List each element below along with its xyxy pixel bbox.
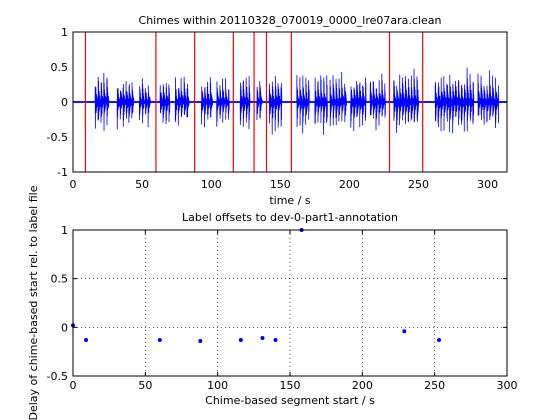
offset-axes-frame: [72, 229, 508, 377]
waveform-x-tick-label: 0: [70, 178, 77, 191]
chime-markers: [84, 32, 424, 172]
offset-y-tick-label: 0.5: [51, 273, 69, 286]
offset-x-tick-label: 250: [424, 379, 445, 392]
waveform-y-tick-label: -1: [57, 166, 68, 179]
offset-x-tick-label: 150: [280, 379, 301, 392]
waveform-plot-title: Chimes within 20110328_070019_0000_lre07…: [139, 14, 442, 27]
offset-plot: Label offsets to dev-0-part1-annotation …: [27, 185, 518, 420]
offset-point: [260, 336, 265, 341]
waveform-x-tick-label: 250: [408, 178, 429, 191]
waveform-series: [73, 67, 507, 136]
waveform-y-tick-label: 0.5: [51, 61, 69, 74]
waveform-y-tick-label: -0.5: [47, 131, 68, 144]
waveform-plot: Chimes within 20110328_070019_0000_lre07…: [47, 14, 508, 207]
waveform-x-tick-label: 200: [339, 178, 360, 191]
waveform-axes-frame: [72, 31, 508, 173]
waveform-x-tick-label: 300: [477, 178, 498, 191]
offset-y-ticks: -0.5 0 0.5 1: [47, 224, 507, 383]
waveform-y-tick-label: 0: [61, 96, 68, 109]
waveform-x-axis-label: time / s: [269, 194, 311, 207]
offset-point: [84, 337, 89, 342]
waveform-x-tick-label: 100: [201, 178, 222, 191]
offset-x-axis-label: Chime-based segment start / s: [205, 394, 375, 407]
offset-point: [402, 329, 407, 334]
waveform-line: [73, 67, 507, 136]
offset-grid: [73, 230, 507, 376]
offset-x-tick-label: 50: [138, 379, 152, 392]
offset-x-tick-label: 200: [352, 379, 373, 392]
offset-point: [157, 337, 162, 342]
offset-y-tick-label: 1: [61, 224, 68, 237]
offset-plot-title: Label offsets to dev-0-part1-annotation: [182, 211, 398, 224]
offset-x-tick-label: 0: [70, 379, 77, 392]
offset-x-tick-label: 100: [207, 379, 228, 392]
offset-y-tick-label: -0.5: [47, 370, 68, 383]
offset-point: [238, 337, 243, 342]
offset-point: [437, 337, 442, 342]
waveform-x-tick-label: 50: [135, 178, 149, 191]
offset-y-axis-label: Delay of chime-based start rel. to label…: [27, 185, 40, 420]
waveform-x-ticks: 0 50 100 150 200 250 300: [70, 32, 498, 191]
offset-point: [273, 337, 278, 342]
offset-point: [198, 338, 203, 343]
waveform-x-tick-label: 150: [270, 178, 291, 191]
offset-x-tick-label: 300: [497, 379, 518, 392]
waveform-y-tick-label: 1: [61, 26, 68, 39]
offset-x-ticks: 0 50 100 150 200 250 300: [70, 230, 518, 392]
offset-y-tick-label: 0: [61, 321, 68, 334]
